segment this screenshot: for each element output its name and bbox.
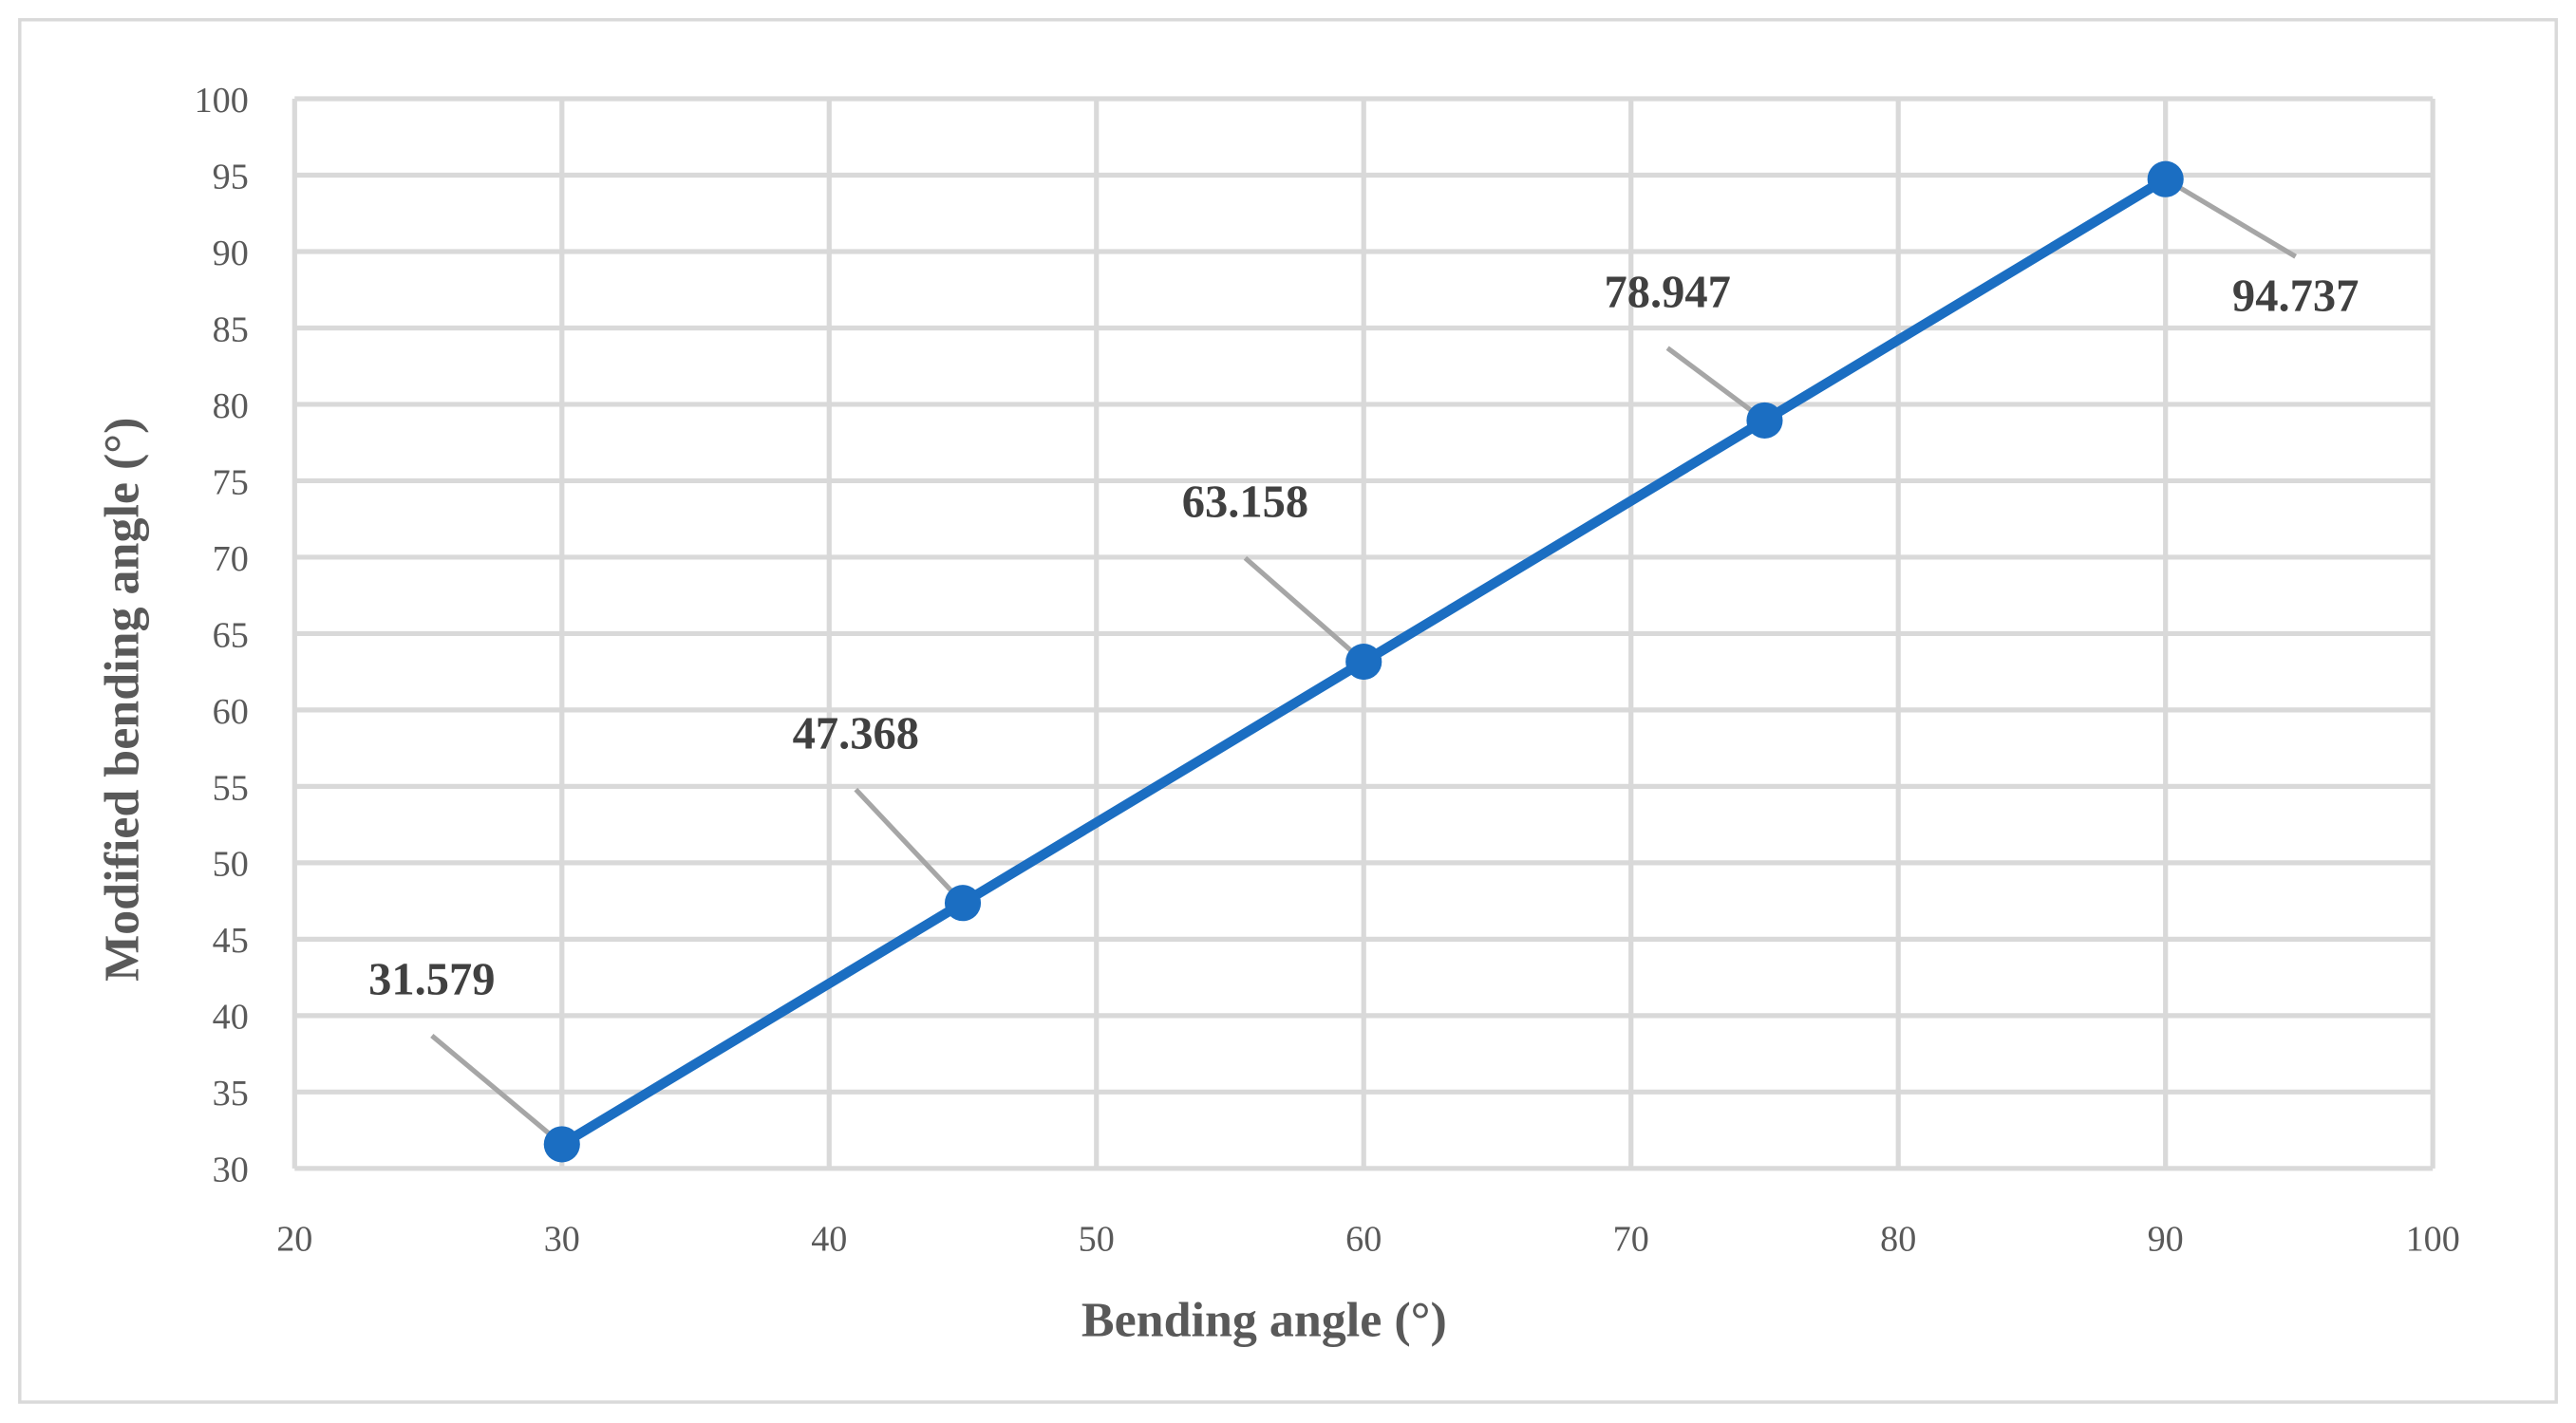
data-label: 63.158 (1182, 477, 1308, 528)
y-tick-label: 70 (213, 539, 249, 579)
leader-line (1665, 346, 1767, 422)
y-tick-label: 95 (213, 157, 249, 197)
x-tick-label: 100 (2406, 1219, 2460, 1259)
leader-line (854, 787, 965, 906)
y-tick-label: 60 (213, 692, 249, 732)
data-label: 47.368 (793, 708, 919, 758)
y-tick-label: 50 (213, 845, 249, 885)
x-tick-label: 20 (276, 1219, 312, 1259)
data-label: 31.579 (368, 955, 495, 1005)
y-axis-title: Modified bending angle (°) (96, 418, 150, 982)
y-tick-label: 30 (213, 1151, 249, 1190)
x-tick-label: 60 (1345, 1219, 1382, 1259)
y-tick-label: 85 (213, 309, 249, 349)
data-point (1746, 402, 1783, 439)
y-tick-label: 55 (213, 768, 249, 808)
x-tick-label: 90 (2148, 1219, 2184, 1259)
data-point (1345, 643, 1382, 681)
y-tick-label: 35 (213, 1074, 249, 1114)
data-point (543, 1126, 580, 1163)
data-label: 94.737 (2232, 271, 2359, 321)
data-label: 78.947 (1604, 267, 1730, 317)
x-tick-label: 50 (1079, 1219, 1115, 1259)
data-point (2147, 160, 2184, 197)
y-tick-label: 90 (213, 234, 249, 273)
x-tick-label: 40 (811, 1219, 847, 1259)
x-tick-label: 70 (1613, 1219, 1649, 1259)
leader-line (1243, 555, 1365, 665)
x-tick-label: 80 (1880, 1219, 1916, 1259)
y-tick-label: 75 (213, 462, 249, 502)
y-tick-label: 45 (213, 921, 249, 961)
x-tick-label: 30 (544, 1219, 580, 1259)
y-tick-label: 100 (195, 81, 249, 121)
data-point (944, 885, 982, 922)
y-tick-label: 65 (213, 615, 249, 655)
leader-line (430, 1033, 564, 1147)
leader-line (2164, 177, 2297, 259)
y-tick-label: 80 (213, 386, 249, 426)
y-tick-label: 40 (213, 998, 249, 1038)
x-axis-title: Bending angle (°) (1081, 1294, 1447, 1348)
